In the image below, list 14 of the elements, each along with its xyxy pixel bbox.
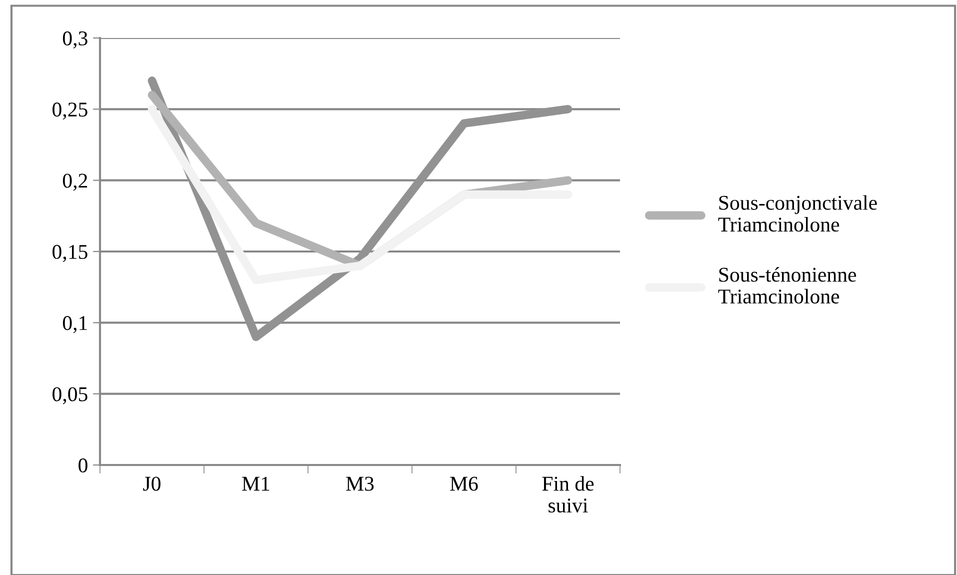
x-tick-label: M6: [450, 476, 478, 491]
legend-label: Sous-conjonctivale Triamcinolone: [718, 195, 877, 232]
y-tick-label: 0,2: [62, 174, 88, 191]
x-tick-label: J0: [143, 476, 160, 491]
y-tick-label: 0,05: [52, 387, 88, 404]
y-tick-label: 0,25: [52, 102, 88, 120]
x-tick-label: Fin de suivi: [542, 476, 594, 513]
y-tick-label: 0: [78, 458, 88, 472]
x-tick-label: M3: [346, 476, 374, 491]
x-tick-label: M1: [242, 476, 270, 491]
y-tick-label: 0,1: [62, 316, 87, 334]
legend-label: Sous-ténonienne Triamcinolone: [718, 267, 856, 304]
y-tick-label: 0,3: [62, 31, 88, 48]
y-tick-label: 0,15: [52, 244, 88, 262]
